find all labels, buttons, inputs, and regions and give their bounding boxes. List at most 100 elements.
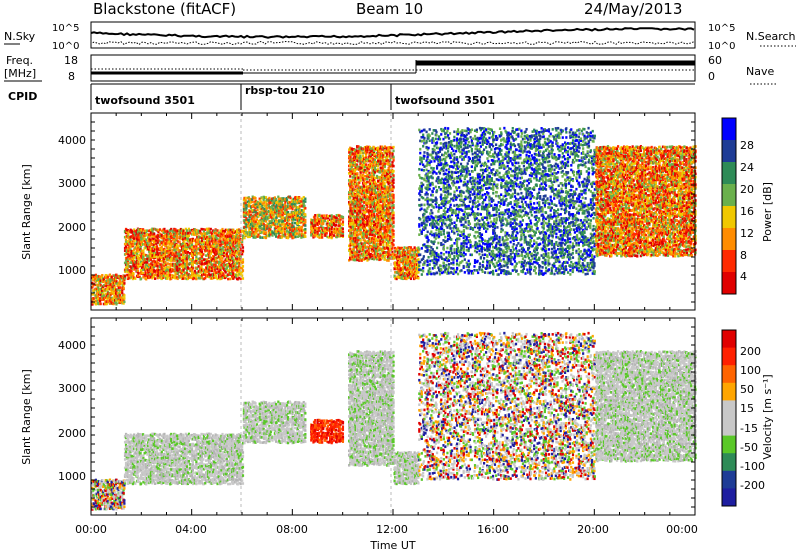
power-data-layer — [91, 127, 696, 306]
power-cell — [251, 200, 253, 203]
power-cell — [242, 265, 244, 268]
power-cell — [123, 294, 125, 297]
power-cell — [356, 172, 358, 175]
power-cell — [232, 272, 234, 275]
cpid-segment-2: rbsp-tou 210 — [245, 84, 325, 97]
power-cell — [182, 277, 184, 280]
power-cell — [133, 256, 135, 259]
power-cell — [170, 233, 172, 236]
power-cell — [304, 235, 306, 238]
power-cell — [243, 237, 245, 240]
power-cell — [275, 198, 277, 201]
power-cell — [215, 275, 217, 278]
power-cell — [154, 277, 156, 280]
power-cell — [356, 250, 358, 253]
power-cell — [366, 235, 368, 238]
power-cell — [245, 207, 247, 210]
power-cell — [226, 255, 228, 258]
power-cell — [107, 276, 109, 279]
power-cell — [212, 235, 214, 238]
power-cell — [192, 267, 194, 270]
freq-label: Freq. — [6, 54, 33, 67]
power-cell — [164, 230, 166, 233]
power-cell — [169, 273, 171, 276]
nave-tick-bottom: 0 — [708, 70, 715, 83]
power-cell — [153, 233, 155, 236]
power-cell — [129, 238, 131, 241]
power-cell — [226, 258, 228, 261]
radar-summary-plot: Blackstone (fitACF) Beam 10 24/May/2013 … — [0, 0, 800, 554]
power-cell — [304, 224, 306, 227]
power-cell — [369, 240, 371, 243]
power-cell — [127, 262, 129, 265]
power-cell — [167, 275, 169, 278]
power-cell — [203, 241, 205, 244]
power-cell — [198, 274, 200, 277]
power-cell — [349, 173, 351, 176]
power-cell — [300, 219, 302, 222]
power-cell — [163, 228, 165, 231]
power-cell — [242, 269, 244, 272]
power-cell — [373, 173, 375, 176]
power-cell — [160, 263, 162, 266]
power-cell — [137, 261, 139, 264]
power-cell — [259, 206, 261, 209]
nsky-tick-top: 10^5 — [52, 23, 79, 34]
power-cell — [349, 156, 351, 159]
power-cell — [327, 215, 329, 218]
power-cell — [273, 218, 275, 221]
power-cell — [202, 253, 204, 256]
power-cell — [249, 198, 251, 201]
power-cell — [351, 219, 353, 222]
power-cell — [360, 220, 362, 223]
power-cell — [364, 239, 366, 242]
power-cell — [254, 197, 256, 200]
power-cell — [227, 238, 229, 241]
power-cell — [263, 217, 265, 220]
freq-tick-bottom: 8 — [68, 70, 75, 83]
power-cell — [369, 160, 371, 163]
power-cell — [195, 278, 197, 281]
power-cell — [186, 248, 188, 251]
power-cell — [211, 270, 213, 273]
power-cell — [102, 280, 104, 283]
power-cell — [380, 254, 382, 257]
noise-panel: N.Sky 10^5 10^0 10^5 10^0 N.Search — [4, 22, 796, 52]
power-cell — [177, 232, 179, 235]
power-cell — [249, 210, 251, 213]
nsearch-tick-top: 10^5 — [708, 23, 735, 34]
power-cell — [374, 171, 376, 174]
power-cell — [360, 239, 362, 242]
power-cell — [132, 272, 134, 275]
power-cell — [374, 189, 376, 192]
nsearch-label: N.Search — [746, 30, 796, 43]
power-cell — [265, 196, 267, 199]
power-cell — [368, 249, 370, 252]
power-cell — [128, 274, 130, 277]
power-cell — [225, 271, 227, 274]
power-cell — [304, 213, 306, 216]
power-cell — [342, 230, 344, 233]
power-cell — [349, 209, 351, 212]
power-cell — [192, 256, 194, 259]
power-cell — [130, 269, 132, 272]
power-cell — [342, 234, 344, 237]
power-cell — [304, 228, 306, 231]
power-cell — [314, 217, 316, 220]
power-cell — [289, 197, 291, 200]
power-cell — [119, 286, 121, 289]
power-cell — [291, 208, 293, 211]
power-panel: Slant Range [km] 1000 2000 3000 4000 — [20, 113, 697, 310]
power-cell — [221, 257, 223, 260]
power-cell — [288, 219, 290, 222]
power-cell — [364, 166, 366, 169]
power-cell — [296, 232, 298, 235]
power-cell — [115, 303, 117, 306]
power-cell — [215, 241, 217, 244]
power-cell — [164, 261, 166, 264]
power-cell — [354, 255, 356, 258]
power-cell — [284, 233, 286, 236]
power-cell — [380, 160, 382, 163]
power-cell — [123, 287, 125, 290]
power-cell — [314, 214, 316, 217]
